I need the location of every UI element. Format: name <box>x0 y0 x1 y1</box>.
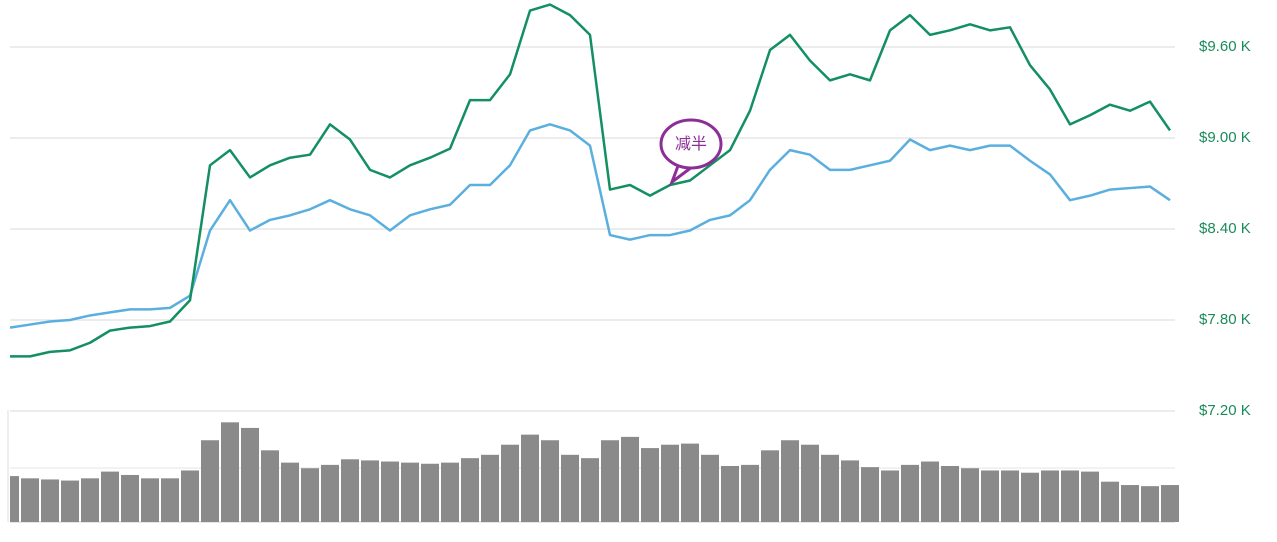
annotation-bubble <box>659 118 723 170</box>
volume-bar <box>1061 470 1079 522</box>
y-tick-label: $7.80 K <box>1199 311 1251 328</box>
volume-bar <box>901 464 919 522</box>
volume-bar <box>961 468 979 522</box>
volume-bar <box>741 464 759 522</box>
volume-bar <box>301 468 319 522</box>
y-tick-label: $8.40 K <box>1199 220 1251 237</box>
volume-bar <box>10 476 19 522</box>
volume-bar <box>1161 485 1179 522</box>
volume-bar <box>101 471 119 522</box>
volume-bar <box>921 461 939 522</box>
volume-bar <box>861 467 879 522</box>
annotation-bubble <box>668 165 693 187</box>
volume-bar <box>341 459 359 522</box>
volume-bar <box>941 466 959 522</box>
volume-bar <box>1081 471 1099 522</box>
volume-bar <box>761 450 779 522</box>
volume-bar <box>161 478 179 522</box>
volume-bar <box>1141 486 1159 522</box>
volume-bar <box>421 463 439 522</box>
volume-bar <box>1041 470 1059 522</box>
volume-bar <box>681 443 699 522</box>
volume-bar <box>841 460 859 522</box>
annotation-text: 减半 <box>675 135 707 153</box>
volume-bar <box>401 462 419 522</box>
volume-bar <box>661 444 679 522</box>
volume-bar <box>1021 472 1039 522</box>
y-tick-label: $9.60 K <box>1199 38 1251 55</box>
volume-bar <box>201 440 219 522</box>
volume-bar <box>701 454 719 522</box>
volume-bar <box>1101 481 1119 522</box>
volume-bar <box>81 478 99 522</box>
volume-bar <box>641 448 659 522</box>
volume-bar <box>121 474 139 522</box>
y-tick-label: $9.00 K <box>1199 129 1251 146</box>
volume-bar <box>721 466 739 522</box>
volume-bar <box>441 462 459 522</box>
volume-bar <box>521 434 539 522</box>
volume-bar <box>181 470 199 522</box>
volume-bar <box>1001 470 1019 522</box>
volume-bar <box>261 450 279 522</box>
volume-bar <box>61 480 79 522</box>
volume-bar <box>461 458 479 522</box>
volume-bar <box>1121 485 1139 522</box>
volume-bar <box>541 440 559 522</box>
volume-bar <box>621 436 639 522</box>
volume-bar <box>221 422 239 522</box>
volume-bar <box>581 458 599 522</box>
volume-bar <box>281 462 299 522</box>
volume-bar <box>821 454 839 522</box>
volume-bar <box>381 461 399 522</box>
volume-bar <box>801 444 819 522</box>
volume-bar <box>601 440 619 522</box>
volume-bar <box>241 427 259 522</box>
price-line <box>9 123 1171 329</box>
volume-bar <box>781 440 799 522</box>
volume-bar <box>561 454 579 522</box>
volume-bar <box>321 464 339 522</box>
volume-bar <box>141 478 159 522</box>
volume-bar <box>41 479 59 522</box>
volume-bar <box>881 470 899 522</box>
y-tick-label: $7.20 K <box>1199 402 1251 419</box>
volume-bar <box>361 460 379 522</box>
price-line <box>10 3 1172 358</box>
volume-bar <box>481 454 499 522</box>
volume-bar <box>21 478 39 522</box>
volume-bar <box>501 444 519 522</box>
volume-bar <box>981 470 999 522</box>
